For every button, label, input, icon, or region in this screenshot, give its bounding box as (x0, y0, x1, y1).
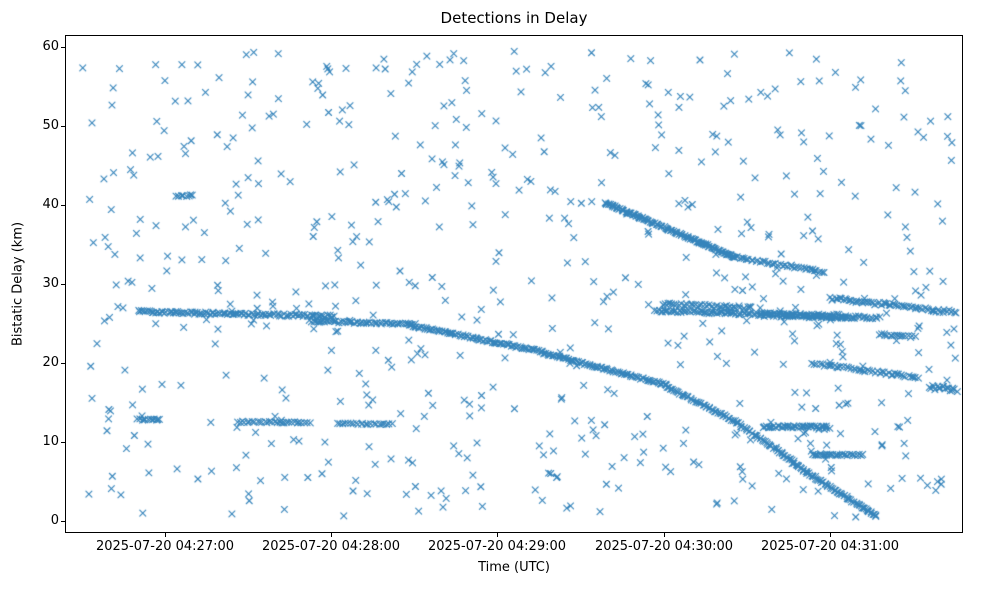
y-tick-label: 0 (50, 513, 59, 528)
x-tick-label: 2025-07-20 04:29:00 (427, 539, 567, 554)
y-tick-label: 30 (42, 276, 59, 291)
y-tick-mark (61, 363, 65, 364)
x-tick-label: 2025-07-20 04:31:00 (760, 539, 900, 554)
y-tick-label: 40 (42, 197, 59, 212)
y-tick-mark (61, 47, 65, 48)
plot-title: Detections in Delay (440, 9, 588, 27)
y-tick-mark (61, 126, 65, 127)
y-tick-label: 60 (42, 39, 59, 54)
x-tick-mark (331, 533, 332, 537)
x-tick-mark (497, 533, 498, 537)
y-axis-label: Bistatic Delay (km) (10, 221, 26, 347)
x-tick-mark (830, 533, 831, 537)
y-tick-mark (61, 521, 65, 522)
y-tick-mark (61, 442, 65, 443)
y-tick-label: 10 (42, 434, 59, 449)
x-tick-mark (165, 533, 166, 537)
x-tick-label: 2025-07-20 04:27:00 (95, 539, 235, 554)
x-tick-label: 2025-07-20 04:28:00 (261, 539, 401, 554)
y-tick-label: 20 (42, 355, 59, 370)
x-tick-mark (664, 533, 665, 537)
x-axis-label: Time (UTC) (478, 560, 550, 575)
y-tick-label: 50 (42, 118, 59, 133)
scatter-points-canvas (66, 36, 962, 532)
x-tick-label: 2025-07-20 04:30:00 (594, 539, 734, 554)
y-tick-mark (61, 284, 65, 285)
y-tick-mark (61, 205, 65, 206)
